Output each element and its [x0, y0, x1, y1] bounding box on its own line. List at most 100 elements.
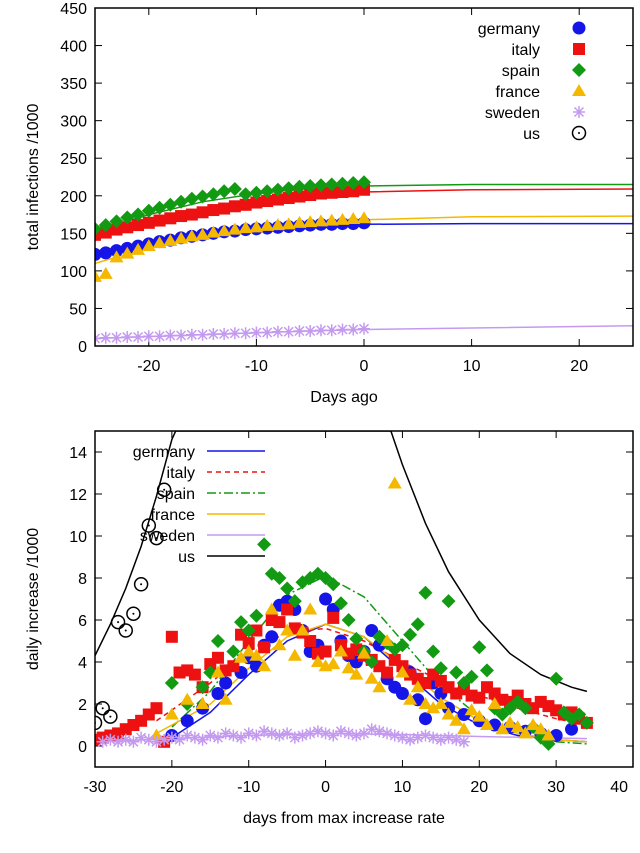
- y-tick-label: 8: [78, 571, 87, 588]
- x-tick-label: 20: [570, 358, 588, 375]
- point-france: [333, 644, 348, 657]
- x-tick-label: -30: [83, 779, 106, 796]
- point-us-dot: [140, 583, 143, 586]
- point-france: [303, 602, 318, 615]
- x-tick-label: -20: [137, 358, 160, 375]
- point-france: [234, 650, 249, 663]
- point-spain: [195, 680, 210, 695]
- point-italy: [258, 641, 271, 654]
- point-sweden: [142, 330, 155, 343]
- point-sweden: [153, 330, 166, 343]
- point-france: [184, 229, 199, 242]
- point-germany: [180, 714, 194, 728]
- y-tick-label: 6: [78, 613, 87, 630]
- point-france: [449, 713, 464, 726]
- point-us: [103, 709, 118, 724]
- point-sweden: [350, 729, 363, 742]
- point-spain: [226, 644, 241, 659]
- point-france: [310, 655, 325, 667]
- legend: germany italy spain france sweden us: [133, 444, 265, 566]
- x-tick-label: 20: [470, 779, 488, 796]
- point-france: [295, 623, 310, 636]
- point-france: [281, 217, 296, 230]
- point-sweden: [288, 731, 301, 744]
- point-spain: [341, 613, 356, 627]
- point-sweden: [164, 329, 177, 342]
- legend-marker-sweden: [573, 106, 585, 118]
- point-italy: [218, 202, 231, 215]
- point-spain: [335, 176, 350, 191]
- point-us: [156, 482, 172, 498]
- point-sweden: [336, 323, 349, 336]
- point-spain: [98, 218, 113, 233]
- point-spain: [120, 210, 135, 225]
- point-sweden: [358, 322, 370, 335]
- point-sweden: [110, 331, 123, 344]
- point-sweden: [450, 733, 463, 746]
- point-sweden: [282, 325, 295, 338]
- point-sweden: [175, 329, 188, 342]
- point-france: [287, 648, 302, 661]
- point-france: [518, 726, 533, 739]
- point-germany: [565, 722, 579, 736]
- point-france: [541, 728, 556, 741]
- point-france: [109, 250, 124, 263]
- point-spain: [579, 715, 594, 730]
- point-france: [218, 692, 233, 705]
- point-italy: [325, 186, 338, 199]
- point-italy: [381, 666, 394, 679]
- point-spain: [479, 663, 494, 678]
- legend-marker-spain: [572, 63, 586, 77]
- point-spain: [249, 608, 264, 623]
- point-sweden: [121, 330, 134, 343]
- y-tick-label: 2: [78, 697, 87, 714]
- point-us-dot: [109, 715, 112, 718]
- legend-label-france: france: [151, 507, 196, 524]
- point-italy: [304, 189, 317, 202]
- point-spain: [164, 676, 179, 690]
- point-france: [433, 697, 448, 709]
- point-france: [249, 648, 264, 661]
- point-italy: [175, 210, 188, 223]
- legend-label-sweden: sweden: [485, 105, 540, 122]
- point-france: [131, 242, 146, 255]
- chart-panel-1: 0 50 100 150 200 250 300 350 400 450 -20 -10 0 10 20 Da…: [25, 1, 634, 406]
- point-spain: [472, 640, 487, 655]
- point-sweden: [314, 324, 327, 337]
- point-france: [303, 215, 318, 228]
- point-italy: [273, 616, 286, 629]
- point-france: [120, 246, 135, 259]
- point-sweden: [304, 324, 317, 337]
- y-tick-label: 10: [69, 529, 87, 546]
- point-sweden: [158, 733, 171, 746]
- point-sweden: [165, 731, 178, 744]
- x-axis-label: days from max increase rate: [243, 810, 445, 827]
- legend: germany italy spain france sweden us: [478, 21, 587, 143]
- point-germany: [219, 676, 233, 690]
- point-spain: [292, 179, 307, 194]
- point-france: [238, 221, 253, 234]
- point-france: [387, 476, 402, 489]
- point-sweden: [142, 733, 155, 746]
- point-spain: [131, 207, 146, 222]
- point-spain: [195, 189, 210, 204]
- point-sweden: [104, 733, 117, 746]
- point-france: [357, 646, 371, 659]
- x-tick-label: -10: [237, 779, 260, 796]
- point-us: [110, 614, 126, 630]
- point-spain: [249, 185, 264, 200]
- point-italy: [271, 193, 284, 206]
- point-italy: [99, 226, 112, 239]
- point-france: [241, 644, 256, 657]
- point-spain: [410, 617, 425, 632]
- point-sweden: [396, 731, 409, 744]
- point-france: [195, 697, 210, 709]
- point-france: [479, 718, 494, 730]
- legend-marker-us: [571, 125, 587, 141]
- legend-label-us: us: [178, 549, 195, 566]
- point-spain: [257, 537, 272, 552]
- x-tick-label: -10: [245, 358, 268, 375]
- point-sweden: [347, 323, 360, 336]
- point-france: [335, 212, 350, 225]
